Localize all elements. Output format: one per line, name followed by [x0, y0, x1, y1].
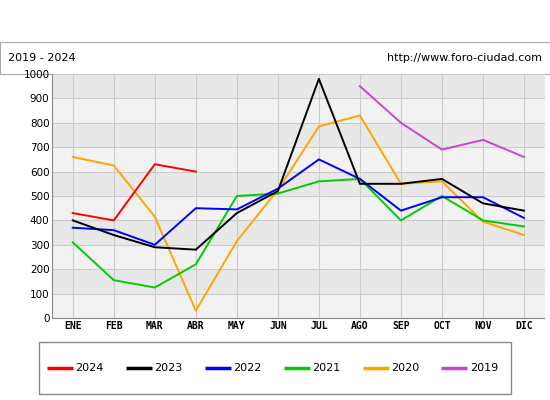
- Bar: [52, 245, 544, 269]
- Text: 2023: 2023: [155, 363, 183, 373]
- Text: 2022: 2022: [233, 363, 262, 373]
- Text: 2021: 2021: [312, 363, 340, 373]
- Bar: [52, 98, 544, 123]
- Text: http://www.foro-ciudad.com: http://www.foro-ciudad.com: [387, 53, 542, 63]
- Text: 2019: 2019: [470, 363, 498, 373]
- Text: 2019 - 2024: 2019 - 2024: [8, 53, 76, 63]
- Text: 2020: 2020: [391, 363, 419, 373]
- Text: 2024: 2024: [75, 363, 104, 373]
- Text: Evolucion Nº Turistas Nacionales en el municipio de Horcajo de los Montes: Evolucion Nº Turistas Nacionales en el m…: [14, 14, 536, 28]
- FancyBboxPatch shape: [39, 342, 512, 394]
- Bar: [52, 294, 544, 318]
- Bar: [52, 196, 544, 220]
- Bar: [52, 147, 544, 172]
